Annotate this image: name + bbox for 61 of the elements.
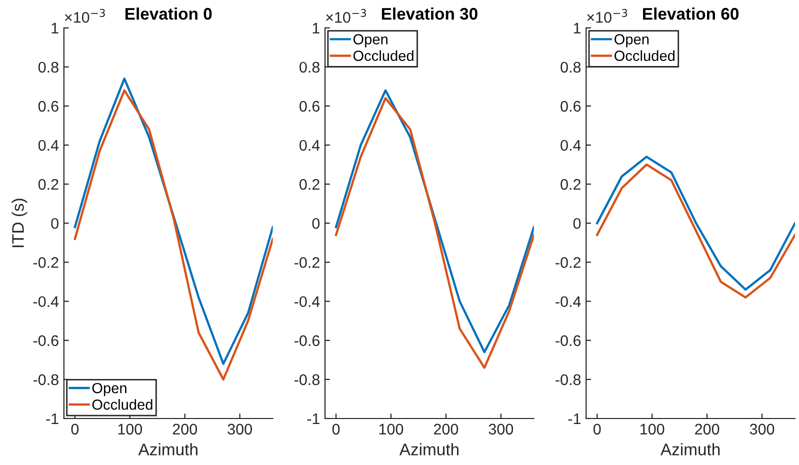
- legend-label: Occluded: [353, 50, 414, 61]
- x-tick-label: 200: [695, 424, 720, 435]
- y-tick-label: 0.8: [560, 62, 581, 73]
- x-tick-label: 300: [488, 424, 514, 435]
- text: ×10$^{−3}$: [587, 8, 628, 23]
- x-tick-label: 100: [379, 424, 404, 435]
- x-tick-label: 100: [118, 424, 142, 435]
- y-tick-label: -0.2: [556, 257, 580, 268]
- chart-title: Elevation 60: [643, 7, 739, 20]
- x-tick-label: 0: [332, 424, 340, 435]
- x-tick-label: 200: [434, 424, 458, 435]
- text: ×10$^{−3}$: [326, 8, 366, 23]
- legend-label: Open: [614, 34, 649, 48]
- y-tick-label: 1: [574, 22, 581, 34]
- y-tick-label: -0.6: [556, 335, 581, 346]
- x-tick-label: 0: [593, 424, 601, 435]
- y-tick-label: -0.4: [294, 296, 320, 308]
- y-tick-label: 0.8: [300, 62, 320, 73]
- y-tick-label: 0: [51, 218, 58, 229]
- x-axis-title: Azimuth: [138, 443, 198, 456]
- chart-title: Elevation 0: [125, 7, 212, 20]
- x-tick-label: 300: [750, 424, 774, 435]
- y-tick-label: 0.6: [38, 100, 58, 112]
- legend-label: Open: [353, 34, 388, 48]
- y-tick-label: -0.6: [294, 335, 320, 346]
- x-tick-label: 0: [71, 424, 79, 435]
- y-tick-label: -1: [46, 414, 58, 424]
- y-tick-label: 0.2: [38, 179, 58, 190]
- x-axis-title: Azimuth: [660, 443, 720, 456]
- y-tick-label: -0.2: [294, 257, 320, 268]
- y-tick-label: 0.2: [560, 179, 580, 190]
- y-tick-label: -1: [307, 414, 320, 424]
- y-tick-label: -0.8: [556, 374, 581, 386]
- y-tick-label: 1: [312, 22, 320, 34]
- y-tick-label: 0: [573, 218, 581, 229]
- y-tick-label: 0.6: [300, 100, 320, 112]
- y-tick-label: 0.8: [38, 62, 58, 73]
- x-tick-label: 200: [172, 424, 197, 435]
- legend-label: Open: [92, 382, 126, 396]
- x-tick-label: 300: [228, 424, 252, 435]
- y-tick-label: -1: [568, 414, 581, 424]
- legend-label: Occluded: [92, 399, 152, 410]
- y-tick-label: -0.4: [33, 296, 59, 308]
- legend-label: Occluded: [614, 50, 674, 61]
- y-tick-label: -0.4: [556, 296, 581, 308]
- y-tick-label: 1: [52, 22, 58, 34]
- y-tick-label: 0.4: [560, 140, 581, 151]
- y-tick-label: 0.4: [38, 140, 59, 151]
- x-tick-label: 100: [640, 424, 664, 435]
- text: ×10$^{−3}$: [64, 8, 105, 23]
- y-tick-label: -0.6: [33, 335, 58, 346]
- y-tick-label: -0.8: [294, 374, 320, 386]
- y-axis-title: ITD (s): [12, 198, 28, 248]
- y-tick-label: 0.2: [300, 179, 320, 190]
- y-tick-label: -0.8: [33, 374, 58, 386]
- chart-title: Elevation 30: [382, 7, 478, 20]
- y-tick-label: -0.2: [33, 257, 58, 268]
- y-tick-label: 0.6: [560, 100, 581, 112]
- y-tick-label: 0: [312, 218, 320, 229]
- y-tick-label: 0.4: [300, 140, 320, 151]
- x-axis-title: Azimuth: [399, 443, 458, 456]
